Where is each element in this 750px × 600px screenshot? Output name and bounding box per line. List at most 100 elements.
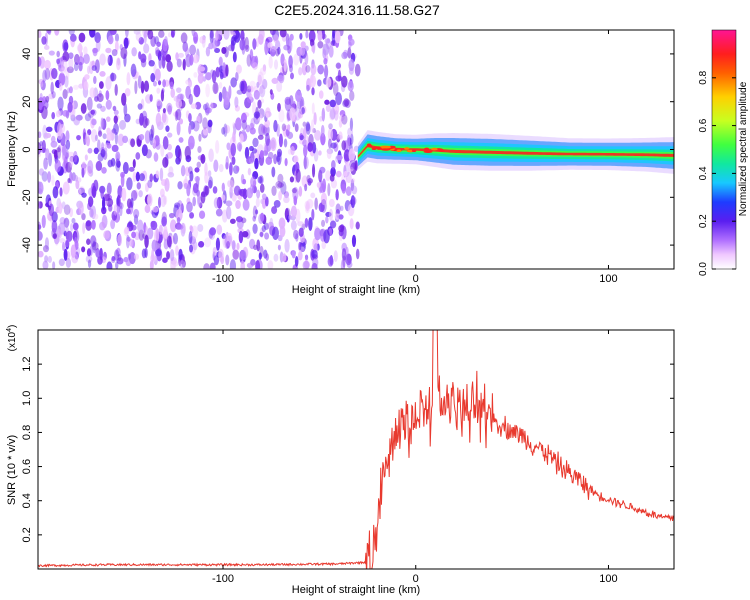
spectrogram-cell — [273, 153, 278, 165]
spectrogram-cell — [311, 163, 316, 178]
spectrogram-cell — [303, 156, 309, 170]
spectrogram-cell — [229, 162, 233, 176]
spectrogram-cell — [244, 44, 250, 53]
spectrogram-cell — [189, 244, 194, 253]
spectrogram-cell — [156, 98, 161, 107]
spectrogram-cell — [162, 257, 168, 263]
spectrogram-cell — [326, 149, 332, 160]
spectrogram-cell — [175, 98, 183, 109]
spectrogram-cell — [120, 173, 125, 188]
spectrogram-cell — [277, 46, 281, 55]
spectrogram-cell — [284, 239, 290, 253]
spectrogram-cell — [98, 81, 104, 89]
spectrogram-cell — [194, 167, 200, 173]
spectrogram-cell — [151, 239, 157, 252]
spectrogram-cell — [220, 255, 225, 265]
spectrogram-cell — [204, 102, 210, 116]
spectrogram-cell — [133, 208, 140, 219]
spectrogram-cell — [311, 45, 315, 53]
spectrogram-cell — [278, 217, 286, 229]
spectrogram-cell — [283, 138, 288, 148]
spectrogram-cell — [345, 186, 352, 197]
spectrogram-cell — [38, 224, 42, 230]
spectrogram-cell — [252, 137, 259, 148]
spectrogram-cell — [144, 130, 151, 144]
spectrogram-cell — [262, 64, 267, 72]
spectrogram-cell — [159, 167, 164, 181]
colorbar: 0.0 0.2 0.4 0.6 0.8 Normalized spectral ampl… — [698, 29, 749, 276]
spectrogram-cell — [317, 30, 323, 42]
x-tick-label: 0 — [413, 573, 419, 585]
spectrogram-cell — [232, 249, 239, 260]
spectrogram-cell — [343, 98, 350, 107]
spectrogram-cell — [82, 222, 86, 235]
spectrogram-cell — [91, 118, 97, 126]
spectrogram-cell — [61, 201, 66, 210]
spectrogram-cell — [83, 132, 87, 146]
spectrogram-cell — [228, 179, 235, 193]
spectrogram-cell — [130, 224, 137, 231]
spectrogram-cell — [90, 129, 98, 143]
spectrogram-cell — [192, 241, 198, 251]
spectrogram-cell — [160, 144, 165, 157]
spectrogram-cell — [57, 229, 63, 239]
spectrogram-cell — [311, 249, 318, 259]
spectrogram-cell — [283, 195, 290, 204]
spectrogram-cell — [75, 180, 80, 190]
spectrogram-cell — [305, 121, 311, 132]
spectrogram-cell — [239, 80, 245, 92]
spectrogram-cell — [291, 187, 297, 194]
spectrogram-cell — [319, 183, 326, 194]
spectrogram-cell — [156, 41, 161, 47]
spectrogram-cell — [246, 54, 252, 67]
spectrogram-cell — [152, 206, 159, 213]
spectrogram-cell — [176, 121, 181, 136]
spectrogram-cell — [335, 189, 339, 201]
spectrogram-cell — [153, 63, 157, 76]
x-tick-label: 0 — [413, 273, 419, 285]
spectrogram-cell — [164, 178, 170, 192]
spectrogram-cell — [52, 233, 57, 239]
spectrogram-cell — [102, 133, 107, 140]
spectrogram-cell — [348, 41, 352, 49]
spectrogram-cell — [132, 171, 137, 183]
spectrogram-cell — [273, 253, 279, 262]
spectrogram-cell — [149, 173, 154, 183]
spectrogram-cell — [317, 40, 324, 49]
spectrogram-cell — [91, 65, 97, 72]
spectrogram-cell — [180, 165, 186, 177]
spectrogram-cell — [355, 248, 360, 260]
spectrogram-cell — [188, 124, 192, 135]
spectrogram-cell — [340, 205, 344, 212]
spectrogram-cell — [192, 182, 199, 194]
spectrogram-cell — [95, 160, 103, 172]
spectrogram-cell — [338, 131, 343, 140]
spectrogram-cell — [189, 225, 193, 231]
spectrogram-cell — [199, 36, 206, 44]
spectrogram-cell — [90, 109, 96, 115]
spectrogram-cell — [126, 177, 133, 191]
spectrogram-cell — [138, 133, 145, 141]
spectrogram-peak — [438, 149, 445, 152]
spectrogram-cell — [192, 120, 200, 132]
svg-text:(x104): (x104) — [6, 325, 18, 352]
spectrogram-cell — [168, 212, 175, 219]
spectrogram-cell — [73, 62, 79, 72]
spectrogram-cell — [65, 67, 70, 80]
spectrogram-cell — [265, 112, 269, 118]
spectrogram-cell — [259, 183, 265, 193]
spectrogram-cell — [116, 206, 120, 214]
spectrogram-cell — [70, 222, 74, 232]
spectrogram-cell — [185, 79, 191, 85]
spectrogram-cell — [65, 257, 72, 268]
spectrogram-cell — [341, 183, 347, 194]
spectrogram-cell — [73, 229, 80, 244]
spectrogram-cell — [335, 203, 341, 214]
spectrogram-cell — [54, 30, 60, 36]
spectrogram-cell — [245, 124, 251, 133]
spectrogram-cell — [65, 130, 70, 142]
spectrogram-peak — [431, 147, 438, 151]
spectrogram-cell — [132, 159, 136, 169]
spectrogram-cell — [152, 80, 158, 87]
spectrogram-cell — [258, 252, 262, 260]
